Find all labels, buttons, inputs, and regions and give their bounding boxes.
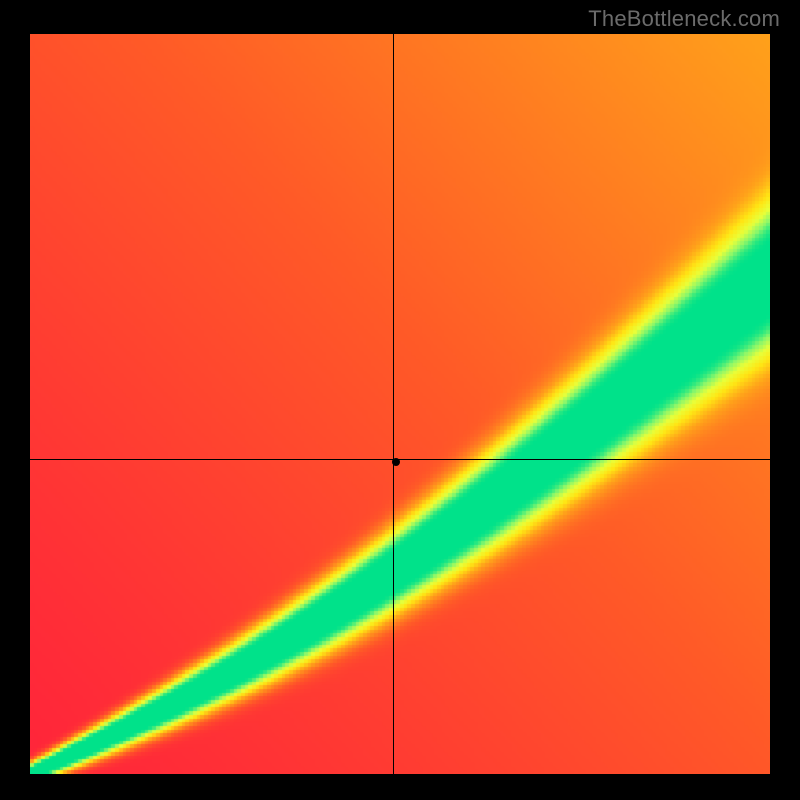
heatmap-canvas xyxy=(30,34,770,774)
crosshair-vertical xyxy=(393,34,394,774)
crosshair-marker xyxy=(392,458,400,466)
crosshair-horizontal xyxy=(30,459,770,460)
heatmap-plot xyxy=(30,34,770,774)
watermark-text: TheBottleneck.com xyxy=(588,6,780,32)
